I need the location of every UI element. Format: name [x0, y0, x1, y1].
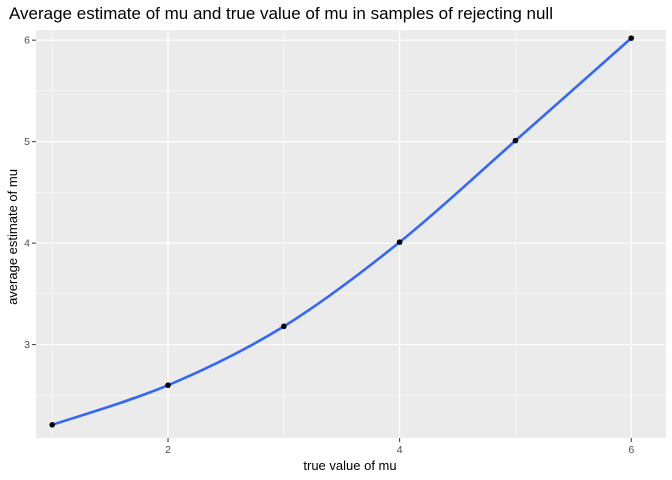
grid-minor [36, 30, 666, 438]
data-point [49, 422, 56, 428]
x-tick-label: 2 [165, 444, 171, 456]
data-point [628, 35, 635, 41]
y-tick-label: 3 [24, 339, 30, 351]
smooth-line [51, 37, 633, 427]
y-tick-label: 4 [24, 238, 30, 250]
x-axis-title: true value of mu [303, 458, 396, 473]
data-points [49, 35, 635, 428]
x-tick-label: 6 [628, 444, 634, 456]
x-tick-label: 4 [397, 444, 403, 456]
data-point [396, 239, 403, 245]
grid-major [36, 30, 666, 438]
chart-title: Average estimate of mu and true value of… [9, 4, 553, 23]
y-tick-label: 5 [24, 136, 30, 148]
plot-panel [36, 30, 666, 438]
data-point [165, 382, 171, 389]
y-tick-label: 6 [24, 35, 30, 47]
y-axis: 3 4 5 6 [24, 35, 36, 351]
data-point [281, 323, 287, 330]
x-axis: 2 4 6 [165, 438, 634, 456]
y-axis-title: average estimate of mu [5, 169, 20, 305]
data-point [512, 137, 519, 144]
